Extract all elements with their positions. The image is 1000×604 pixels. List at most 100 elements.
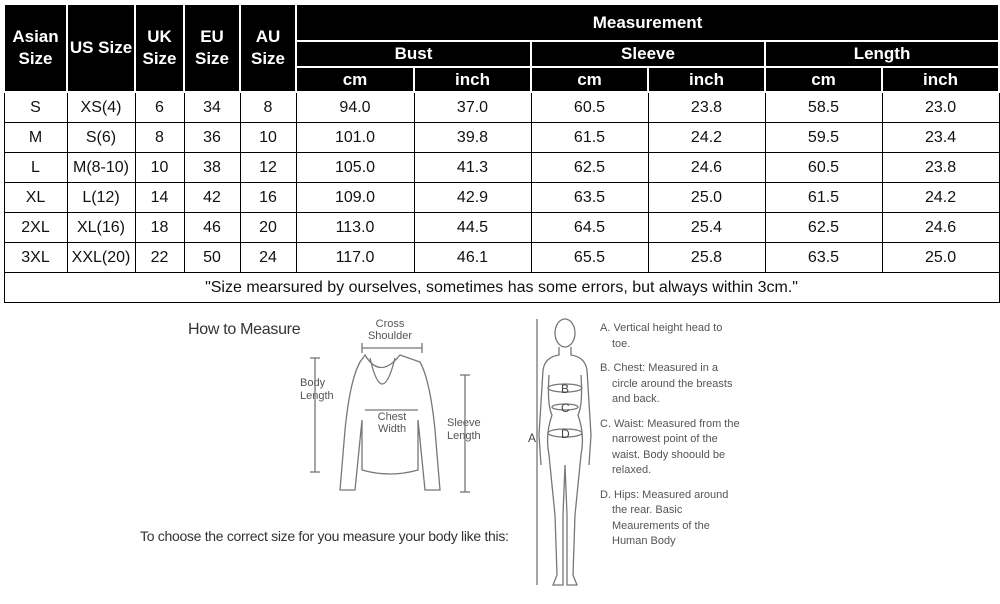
- size-chart-table: Asian Size US Size UK Size EU Size AU Si…: [3, 3, 1000, 303]
- header-measurement: Measurement: [294, 3, 1000, 42]
- table-cell: 22: [134, 242, 185, 273]
- table-cell: 23.8: [647, 91, 766, 123]
- table-cell: XS(4): [66, 91, 136, 123]
- table-cell: 24.6: [881, 212, 1000, 243]
- table-cell: L: [3, 152, 68, 183]
- table-row: S XS(4) 6 34 8 94.0 37.0 60.5 23.8 58.5 23.0: [3, 91, 1000, 123]
- header-cm: cm: [295, 66, 415, 93]
- table-row: 3XL XXL(20) 22 50 24 117.0 46.1 65.5 25.8 63.5 25.…: [3, 242, 1000, 273]
- measurement-note: "Size mearsured by ourselves, sometimes …: [3, 272, 1000, 303]
- table-cell: 61.5: [764, 182, 883, 213]
- table-cell: 8: [239, 91, 297, 123]
- header-inch: inch: [647, 66, 766, 93]
- header-asian-size: Asian Size: [3, 3, 68, 93]
- table-cell: 46.1: [413, 242, 532, 273]
- header-inch: inch: [413, 66, 532, 93]
- table-cell: 10: [239, 122, 297, 153]
- legend-d: D. Hips: Measured around the rear. Basic…: [600, 488, 729, 548]
- header-sleeve: Sleeve: [530, 40, 766, 68]
- header-length: Length: [763, 40, 1000, 68]
- table-cell: S: [3, 91, 68, 123]
- table-cell: 14: [134, 182, 185, 213]
- table-cell: 62.5: [764, 212, 883, 243]
- table-cell: 37.0: [413, 91, 532, 123]
- table-cell: 58.5: [764, 91, 883, 123]
- how-to-measure-title: How to Measure: [188, 321, 301, 338]
- header-au-size: AU Size: [239, 3, 297, 93]
- table-cell: 113.0: [295, 212, 415, 243]
- cross-shoulder-label: Cross Shoulder: [367, 318, 413, 342]
- body-measurement-legend: A. Vertical height head to toe. B. Chest…: [600, 321, 740, 559]
- table-cell: 10: [134, 152, 185, 183]
- table-cell: 61.5: [530, 122, 649, 153]
- table-cell: 109.0: [295, 182, 415, 213]
- header-inch: inch: [880, 66, 1000, 93]
- table-cell: 44.5: [413, 212, 532, 243]
- table-cell: 46: [183, 212, 241, 243]
- table-cell: 3XL: [3, 242, 68, 273]
- table-cell: 50: [183, 242, 241, 273]
- table-cell: 62.5: [530, 152, 649, 183]
- table-cell: XL(16): [66, 212, 136, 243]
- table-cell: 63.5: [764, 242, 883, 273]
- table-cell: 101.0: [295, 122, 415, 153]
- header-uk-size: UK Size: [134, 3, 185, 93]
- table-cell: 24.2: [647, 122, 766, 153]
- table-cell: 25.0: [881, 242, 1000, 273]
- legend-a: A. Vertical height head to toe.: [600, 322, 723, 350]
- chest-width-label: Chest Width: [377, 411, 407, 435]
- table-cell: 23.8: [881, 152, 1000, 183]
- table-cell: 25.4: [647, 212, 766, 243]
- table-cell: S(6): [66, 122, 136, 153]
- table-cell: L(12): [66, 182, 136, 213]
- table-cell: 34: [183, 91, 241, 123]
- table-cell: 60.5: [764, 152, 883, 183]
- table-cell: 60.5: [530, 91, 649, 123]
- table-cell: 24: [239, 242, 297, 273]
- label-d: D: [561, 427, 570, 441]
- label-a: A: [528, 431, 536, 445]
- table-cell: 16: [239, 182, 297, 213]
- table-cell: 2XL: [3, 212, 68, 243]
- table-cell: 25.0: [647, 182, 766, 213]
- table-cell: 64.5: [530, 212, 649, 243]
- header-us-size: US Size: [66, 3, 136, 93]
- table-cell: 20: [239, 212, 297, 243]
- body-diagram: B C D A: [528, 318, 592, 586]
- table-cell: 12: [239, 152, 297, 183]
- table-cell: 39.8: [413, 122, 532, 153]
- instruction-text: To choose the correct size for you measu…: [140, 528, 509, 544]
- table-cell: 8: [134, 122, 185, 153]
- legend-b: B. Chest: Measured in a circle around th…: [600, 362, 733, 405]
- header-cm: cm: [764, 66, 883, 93]
- table-cell: 24.2: [881, 182, 1000, 213]
- table-cell: 24.6: [647, 152, 766, 183]
- table-cell: M(8-10): [66, 152, 136, 183]
- table-cell: 117.0: [295, 242, 415, 273]
- header-eu-size: EU Size: [183, 3, 241, 93]
- table-cell: 42.9: [413, 182, 532, 213]
- table-cell: 42: [183, 182, 241, 213]
- label-c: C: [561, 401, 570, 415]
- table-row: 2XL XL(16) 18 46 20 113.0 44.5 64.5 25.4 62.5 24.6: [3, 212, 1000, 243]
- header-cm: cm: [530, 66, 649, 93]
- table-cell: 25.8: [647, 242, 766, 273]
- table-cell: 59.5: [764, 122, 883, 153]
- table-cell: 18: [134, 212, 185, 243]
- table-cell: 63.5: [530, 182, 649, 213]
- table-cell: 23.0: [881, 91, 1000, 123]
- body-length-label: Body Length: [300, 377, 334, 402]
- header-bust: Bust: [295, 40, 532, 68]
- table-cell: 38: [183, 152, 241, 183]
- table-cell: 41.3: [413, 152, 532, 183]
- table-cell: 23.4: [881, 122, 1000, 153]
- table-row: M S(6) 8 36 10 101.0 39.8 61.5 24.2 59.5 23.4: [3, 122, 1000, 153]
- sleeve-length-label: Sleeve Length: [447, 417, 481, 442]
- table-cell: 94.0: [295, 91, 415, 123]
- table-cell: 65.5: [530, 242, 649, 273]
- table-cell: 6: [134, 91, 185, 123]
- table-row: XL L(12) 14 42 16 109.0 42.9 63.5 25.0 61.5 24.2: [3, 182, 1000, 213]
- shirt-diagram: [310, 343, 470, 493]
- table-cell: XL: [3, 182, 68, 213]
- table-cell: 105.0: [295, 152, 415, 183]
